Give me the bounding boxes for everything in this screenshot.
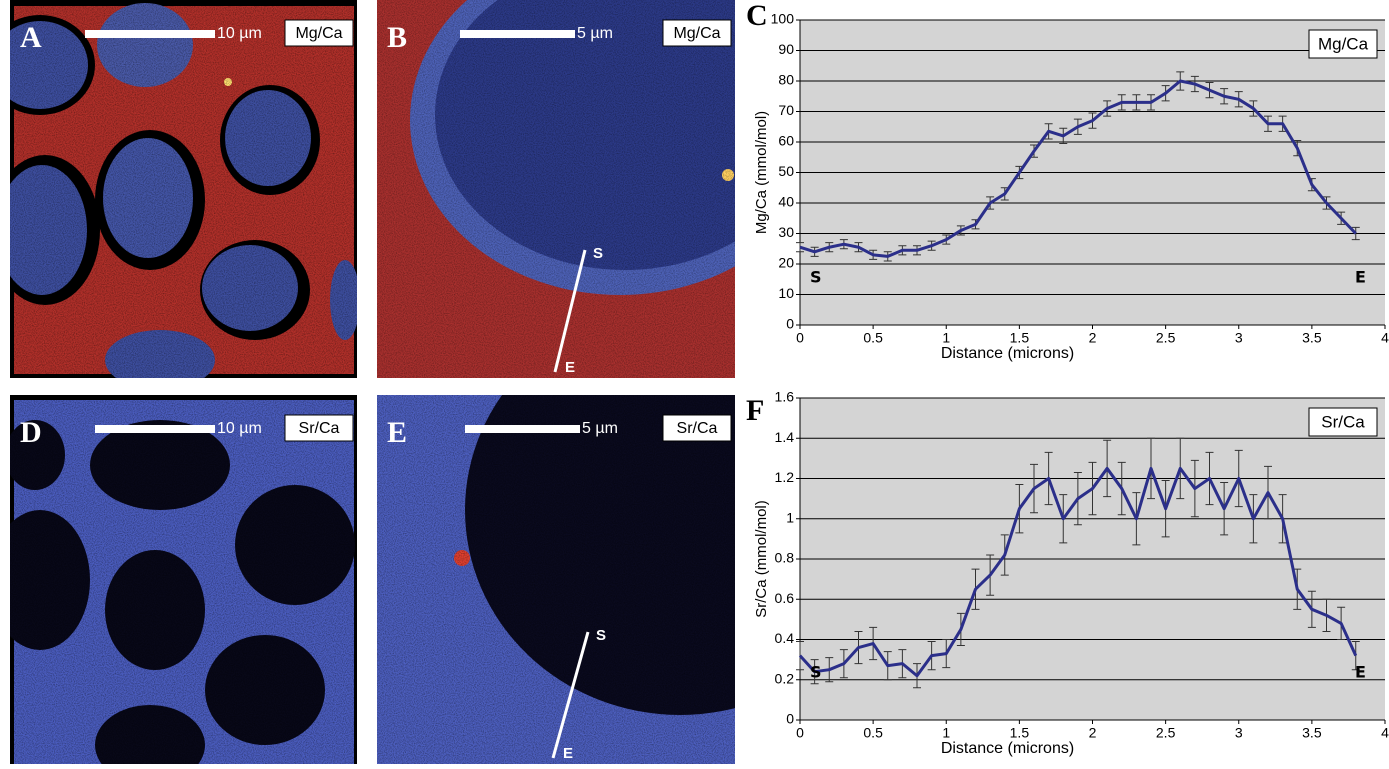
element-box xyxy=(284,19,354,47)
x-tick-label: 0.5 xyxy=(863,725,883,741)
y-tick-label: 100 xyxy=(771,11,795,27)
image-a xyxy=(10,0,357,378)
legend-box xyxy=(1308,407,1378,437)
x-tick-label: 1 xyxy=(942,330,950,346)
image-b xyxy=(377,0,735,378)
y-tick-label: 20 xyxy=(778,255,794,271)
y-tick-label: 0.8 xyxy=(775,550,795,566)
element-label: Mg/Ca xyxy=(295,25,342,42)
x-tick-label: 4 xyxy=(1381,725,1389,741)
y-tick-label: 30 xyxy=(778,224,794,240)
x-tick-label: 3 xyxy=(1235,330,1243,346)
x-tick-label: 1.5 xyxy=(1010,330,1030,346)
scale-text: 5 µm xyxy=(582,420,618,437)
line-start: S xyxy=(593,245,603,262)
element-box xyxy=(284,414,354,442)
x-tick-label: 0 xyxy=(796,330,804,346)
y-tick-label: 0.6 xyxy=(775,590,795,606)
x-tick-label: 1.5 xyxy=(1010,725,1030,741)
image-e xyxy=(377,395,735,764)
y-axis-label: Mg/Ca (mmol/mol) xyxy=(753,111,770,234)
x-tick-label: 2.5 xyxy=(1156,330,1176,346)
x-tick-label: 0.5 xyxy=(863,330,883,346)
x-axis-label: Distance (microns) xyxy=(941,740,1074,757)
x-tick-label: 2.5 xyxy=(1156,725,1176,741)
x-tick-label: 3 xyxy=(1235,725,1243,741)
x-tick-label: 2 xyxy=(1089,330,1097,346)
y-tick-label: 10 xyxy=(778,285,794,301)
x-tick-label: 4 xyxy=(1381,330,1389,346)
element-label: Sr/Ca xyxy=(299,420,340,437)
scale-text: 5 µm xyxy=(577,25,613,42)
y-axis-label: Sr/Ca (mmol/mol) xyxy=(753,500,770,618)
annotation: S xyxy=(810,663,822,682)
legend-label: Mg/Ca xyxy=(1318,34,1369,53)
panel-label: F xyxy=(746,394,764,427)
legend-box xyxy=(1308,29,1378,59)
element-box xyxy=(662,414,732,442)
element-box xyxy=(662,19,732,47)
panel-label: B xyxy=(387,21,407,54)
panel-label: A xyxy=(20,21,42,54)
annotation: E xyxy=(1355,663,1366,682)
x-tick-label: 3.5 xyxy=(1302,330,1322,346)
scale-bar xyxy=(460,30,575,38)
y-tick-label: 0.2 xyxy=(775,670,795,686)
data-line xyxy=(799,79,1357,258)
image-d xyxy=(10,395,357,764)
panel-label: C xyxy=(746,0,768,32)
scale-bar xyxy=(465,425,580,433)
line-start: S xyxy=(596,627,606,644)
x-axis-label: Distance (microns) xyxy=(941,345,1074,362)
error-bar xyxy=(1351,641,1360,671)
y-tick-label: 1.6 xyxy=(775,389,795,405)
y-tick-label: 1.4 xyxy=(775,429,795,445)
y-tick-label: 50 xyxy=(778,163,794,179)
y-tick-label: 90 xyxy=(778,41,794,57)
annotation: S xyxy=(810,268,822,287)
y-tick-label: 60 xyxy=(778,133,794,149)
y-tick-label: 40 xyxy=(778,194,794,210)
y-tick-label: 0.4 xyxy=(775,630,795,646)
legend-label: Sr/Ca xyxy=(1321,412,1365,431)
y-tick-label: 0 xyxy=(786,316,794,332)
scale-bar xyxy=(85,30,215,38)
y-tick-label: 1.2 xyxy=(775,469,795,485)
x-tick-label: 2 xyxy=(1089,725,1097,741)
y-tick-label: 1 xyxy=(786,509,794,525)
y-tick-label: 0 xyxy=(786,711,794,727)
element-label: Mg/Ca xyxy=(673,25,720,42)
scale-bar xyxy=(95,425,215,433)
data-line xyxy=(798,466,1358,678)
panel-label: E xyxy=(387,416,407,449)
scale-text: 10 µm xyxy=(217,25,262,42)
element-label: Sr/Ca xyxy=(677,420,718,437)
line-end: E xyxy=(563,745,573,762)
annotation: E xyxy=(1355,268,1366,287)
line-end: E xyxy=(565,359,575,376)
scale-text: 10 µm xyxy=(217,420,262,437)
y-tick-label: 80 xyxy=(778,72,794,88)
x-tick-label: 1 xyxy=(942,725,950,741)
x-tick-label: 0 xyxy=(796,725,804,741)
y-tick-label: 70 xyxy=(778,102,794,118)
panel-label: D xyxy=(20,416,42,449)
x-tick-label: 3.5 xyxy=(1302,725,1322,741)
